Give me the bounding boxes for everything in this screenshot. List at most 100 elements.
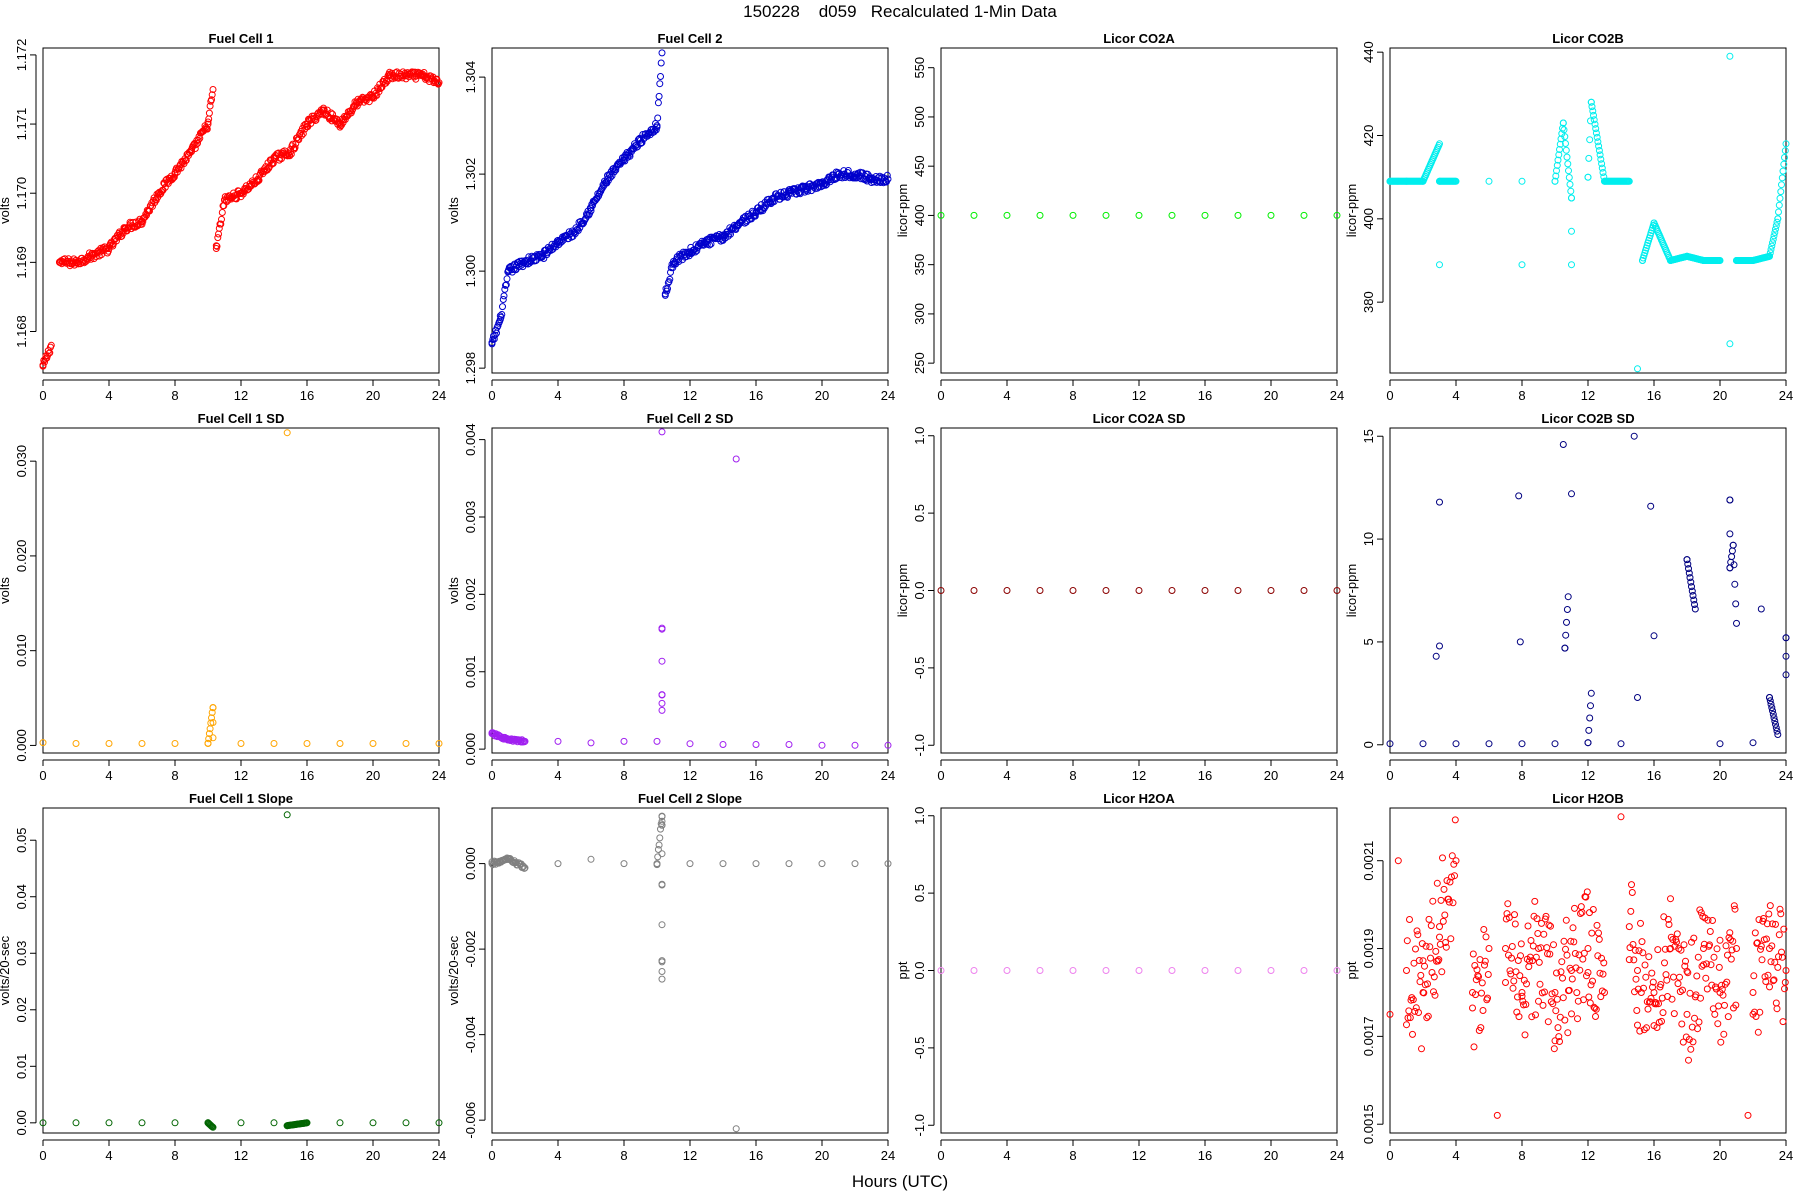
data-point	[1567, 187, 1575, 195]
data-point	[209, 1123, 217, 1131]
data-point	[1563, 606, 1571, 613]
x-tick-label: 4	[105, 768, 112, 783]
data-point	[208, 714, 215, 722]
data-point	[1778, 948, 1785, 956]
data-point	[1646, 998, 1654, 1006]
data-point	[1726, 530, 1734, 538]
data-point	[1410, 959, 1418, 967]
data-point	[1775, 931, 1783, 939]
data-point	[1419, 740, 1427, 748]
data-point	[171, 169, 179, 176]
data-point	[1426, 943, 1434, 951]
data-point	[254, 175, 261, 183]
data-point	[263, 166, 271, 174]
data-point	[1555, 1033, 1563, 1041]
data-point	[1590, 111, 1597, 119]
data-point	[1591, 1004, 1599, 1012]
data-point	[1685, 1056, 1692, 1064]
data-point	[1640, 984, 1647, 992]
panel-title: Licor CO2A SD	[1093, 411, 1186, 426]
y-tick-label: 1.298	[463, 352, 478, 385]
data-point	[1660, 913, 1668, 921]
data-point	[752, 741, 760, 748]
panel-3: Licor CO2A licor-ppm 0 4 8 12 16 20 24 250 300 350 4…	[895, 31, 1344, 403]
data-point	[682, 253, 690, 261]
data-point	[212, 242, 220, 250]
data-point	[1771, 717, 1779, 725]
data-point	[205, 735, 213, 743]
data-point	[221, 196, 228, 204]
data-point	[402, 740, 410, 747]
data-point	[1774, 215, 1782, 223]
data-point	[1642, 973, 1650, 981]
panel-title: Licor CO2B	[1552, 31, 1624, 46]
panel-title: Fuel Cell 1	[208, 31, 273, 46]
x-tick-label: 24	[1330, 388, 1344, 403]
data-point	[1485, 945, 1493, 952]
data-point	[1300, 211, 1308, 219]
data-point	[1751, 929, 1759, 937]
data-point	[1069, 211, 1077, 219]
y-tick-label: -0.5	[912, 1037, 927, 1059]
data-point	[1655, 1000, 1662, 1008]
data-point	[1733, 945, 1740, 952]
data-point	[655, 841, 663, 849]
data-point	[1556, 140, 1564, 148]
data-point	[1394, 857, 1402, 865]
panel-2: Fuel Cell 2 volts 0 4 8 12 16 20 24 1.298 1.300 1.3…	[446, 31, 895, 403]
data-point	[411, 68, 419, 76]
data-point	[1477, 1024, 1485, 1032]
data-point	[1717, 1038, 1725, 1046]
data-point	[1515, 492, 1523, 500]
data-point	[198, 128, 206, 136]
data-point	[752, 860, 760, 868]
x-tick-label: 24	[1330, 1148, 1344, 1163]
x-tick-label: 16	[749, 388, 763, 403]
data-point	[303, 1119, 311, 1127]
y-tick-label: 0.000	[14, 729, 29, 762]
data-point	[1561, 1016, 1569, 1024]
y-axis-label: ppt	[1344, 961, 1359, 979]
data-point	[138, 217, 146, 225]
data-point	[505, 855, 512, 863]
data-point	[1579, 955, 1587, 963]
data-point	[412, 75, 420, 83]
x-tick-label: 8	[1069, 768, 1076, 783]
x-tick-label: 12	[1581, 768, 1595, 783]
data-point	[1554, 156, 1562, 164]
data-point	[1755, 916, 1763, 924]
data-point	[1441, 911, 1449, 919]
data-point	[1769, 977, 1777, 985]
x-tick-label: 12	[1132, 388, 1146, 403]
data-point	[1568, 227, 1575, 235]
data-point	[287, 148, 294, 156]
data-point	[1685, 1036, 1693, 1043]
data-point	[554, 238, 562, 246]
data-point	[1598, 164, 1606, 172]
data-point	[1427, 954, 1434, 962]
data-point	[1102, 967, 1110, 974]
data-point	[666, 275, 674, 283]
panel-9: Fuel Cell 1 Slope volts/20-sec 0 4 8 12 16 20 24…	[0, 791, 446, 1163]
panel-4: Licor CO2B licor-ppm 0 4 8 12 16 20 24 380 400 420 4…	[1344, 31, 1793, 403]
data-point	[1568, 975, 1576, 983]
data-point	[1726, 340, 1734, 348]
plot-frame	[940, 47, 1338, 374]
data-point	[1596, 969, 1604, 977]
data-point	[1781, 154, 1788, 161]
data-point	[658, 813, 666, 821]
data-point	[1555, 151, 1563, 159]
data-point	[1532, 953, 1540, 961]
x-tick-label: 4	[1003, 768, 1010, 783]
data-point	[369, 92, 377, 100]
data-point	[641, 130, 649, 138]
data-point	[653, 122, 661, 130]
data-point	[205, 109, 213, 117]
panel-7: Licor CO2A SD licor-ppm 0 4 8 12 16 20 24 -1.0 -0.…	[895, 411, 1344, 783]
panel-11: Licor H2OA ppt 0 4 8 12 16 20 24 -1.0 -0.5 0.0 0.5 1.…	[895, 791, 1344, 1163]
data-point	[105, 740, 113, 747]
data-point	[1599, 970, 1607, 978]
data-point	[1682, 957, 1689, 965]
data-point	[194, 136, 202, 144]
data-point	[500, 292, 508, 300]
